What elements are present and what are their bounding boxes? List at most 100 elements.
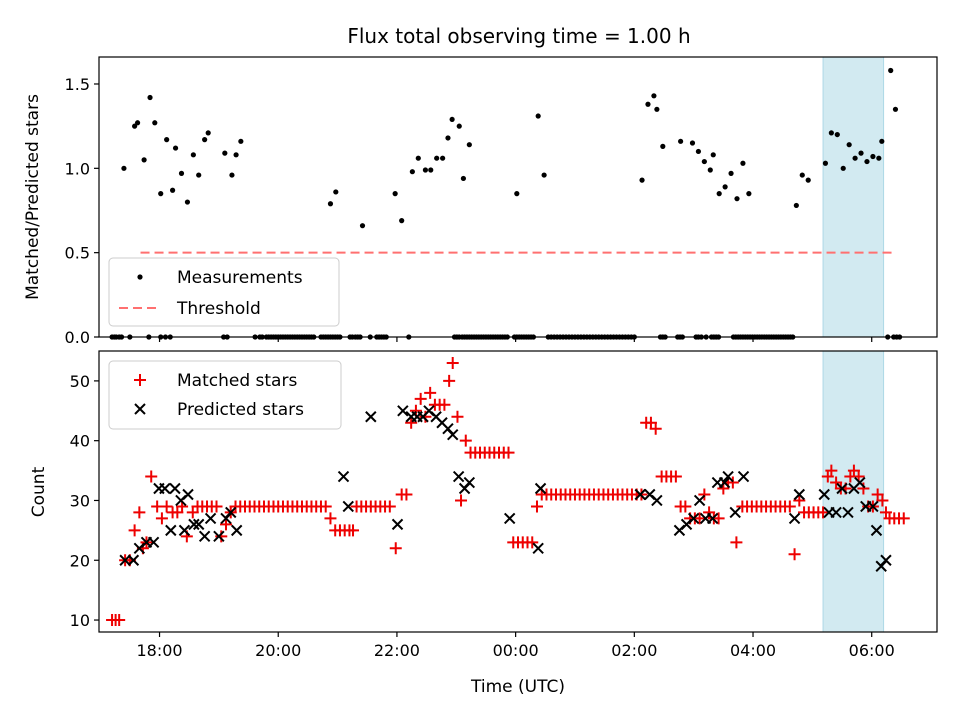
bottom-y-label: Count bbox=[29, 466, 49, 517]
predicted-star-point bbox=[880, 554, 892, 566]
matched-star-point bbox=[876, 494, 889, 507]
predicted-star-point bbox=[651, 494, 663, 507]
top-legend: Measurements Threshold bbox=[108, 257, 340, 327]
measurement-point bbox=[134, 120, 141, 126]
bottom-x-tick-label: 02:00 bbox=[611, 641, 657, 660]
measurement-point bbox=[164, 137, 170, 143]
measurement-point bbox=[746, 191, 752, 197]
predicted-star-point bbox=[836, 482, 848, 495]
measurement-point bbox=[333, 189, 339, 195]
measurement-point bbox=[805, 177, 811, 183]
measurement-point bbox=[327, 201, 334, 207]
measurement-point bbox=[689, 140, 696, 146]
matched-star-point bbox=[155, 512, 168, 525]
matched-star-point bbox=[698, 488, 711, 501]
measurement-point bbox=[449, 116, 455, 123]
predicted-star-point bbox=[634, 488, 646, 501]
measurement-point bbox=[466, 142, 472, 148]
measurement-point bbox=[728, 170, 734, 176]
measurement-point bbox=[440, 155, 446, 161]
matched-star-point bbox=[319, 500, 332, 513]
predicted-star-point bbox=[793, 488, 806, 501]
measurement-point bbox=[205, 130, 211, 136]
matched-star-point bbox=[133, 506, 146, 519]
bottom-legend-box bbox=[108, 360, 342, 430]
matched-star-point bbox=[502, 446, 515, 459]
predicted-star-point bbox=[687, 512, 700, 525]
matched-star-point bbox=[730, 536, 743, 549]
matched-star-point bbox=[897, 512, 910, 525]
predicted-star-point bbox=[830, 506, 842, 519]
measurement-point bbox=[399, 218, 405, 224]
matched-star-point bbox=[817, 506, 830, 519]
measurement-point bbox=[678, 138, 684, 144]
predicted-star-point bbox=[165, 524, 177, 537]
measurement-point bbox=[639, 177, 645, 183]
predicted-star-point bbox=[718, 476, 731, 489]
bottom-y-tick-label: 50 bbox=[70, 372, 90, 391]
bottom-y-tick-label: 30 bbox=[70, 491, 90, 510]
measurement-point bbox=[359, 223, 366, 229]
matched-star-point bbox=[438, 398, 451, 411]
top-highlight-span bbox=[822, 56, 885, 338]
bottom-x-tick-label: 06:00 bbox=[849, 641, 895, 660]
measurement-point bbox=[238, 138, 244, 144]
measurement-point bbox=[822, 160, 829, 166]
measurement-point bbox=[834, 131, 840, 138]
predicted-star-point bbox=[391, 518, 404, 531]
measurement-point bbox=[158, 191, 164, 197]
measurement-point bbox=[392, 191, 398, 197]
top-y-tick-label: 0.5 bbox=[65, 244, 90, 263]
matched-star-point bbox=[679, 500, 692, 513]
figure-title: Flux total observing time = 1.00 h bbox=[347, 24, 690, 48]
measurement-point bbox=[695, 148, 702, 155]
matched-star-point bbox=[215, 530, 228, 543]
matched-star-point bbox=[145, 470, 158, 483]
bottom-y-tick-label: 20 bbox=[70, 551, 90, 570]
measurement-point bbox=[514, 191, 520, 197]
predicted-star-point bbox=[722, 470, 734, 483]
predicted-star-point bbox=[204, 512, 217, 525]
predicted-star-point bbox=[169, 482, 181, 495]
measurement-point bbox=[892, 106, 899, 112]
legend-threshold-label: Threshold bbox=[176, 299, 261, 319]
measurement-point bbox=[722, 184, 728, 190]
matched-star-point bbox=[414, 392, 427, 405]
predicted-star-point bbox=[854, 476, 866, 489]
bottom-x-tick-label: 04:00 bbox=[730, 641, 776, 660]
measurement-point bbox=[840, 165, 846, 171]
legend-measurements-marker bbox=[137, 274, 143, 280]
top-panel: 0.0 0.5 1.0 1.5 Matched/Predicted stars Mea… bbox=[23, 56, 938, 347]
matched-star-point bbox=[383, 500, 396, 513]
predicted-star-point bbox=[729, 506, 741, 519]
matched-star-point bbox=[451, 410, 464, 423]
measurement-point bbox=[202, 137, 208, 143]
top-y-label: Matched/Predicted stars bbox=[23, 94, 43, 300]
measurement-point bbox=[846, 142, 852, 148]
matched-star-point bbox=[324, 512, 337, 525]
bottom-y-tick-label: 10 bbox=[70, 611, 90, 630]
predicted-star-point bbox=[365, 411, 377, 423]
bottom-x-tick-label: 00:00 bbox=[493, 641, 539, 660]
predicted-star-point bbox=[818, 488, 830, 501]
legend-predicted-label: Predicted stars bbox=[177, 400, 304, 420]
matched-star-point bbox=[793, 494, 806, 507]
measurement-point bbox=[434, 155, 440, 161]
measurement-point bbox=[660, 143, 666, 149]
matched-star-point bbox=[459, 434, 472, 447]
measurement-point bbox=[740, 160, 746, 166]
bottom-highlight-span bbox=[822, 350, 885, 633]
matched-star-point bbox=[455, 494, 468, 507]
measurement-point bbox=[233, 152, 239, 158]
predicted-star-point bbox=[230, 524, 243, 537]
measurement-point bbox=[645, 101, 651, 107]
predicted-star-point bbox=[159, 482, 171, 495]
bottom-x-tick-label: 18:00 bbox=[136, 641, 182, 660]
matched-star-point bbox=[405, 416, 418, 429]
legend-measurements-label: Measurements bbox=[177, 268, 303, 288]
predicted-star-point bbox=[534, 482, 547, 495]
measurement-point bbox=[428, 167, 434, 173]
measurement-point bbox=[879, 138, 885, 144]
matched-star-point bbox=[443, 374, 456, 387]
